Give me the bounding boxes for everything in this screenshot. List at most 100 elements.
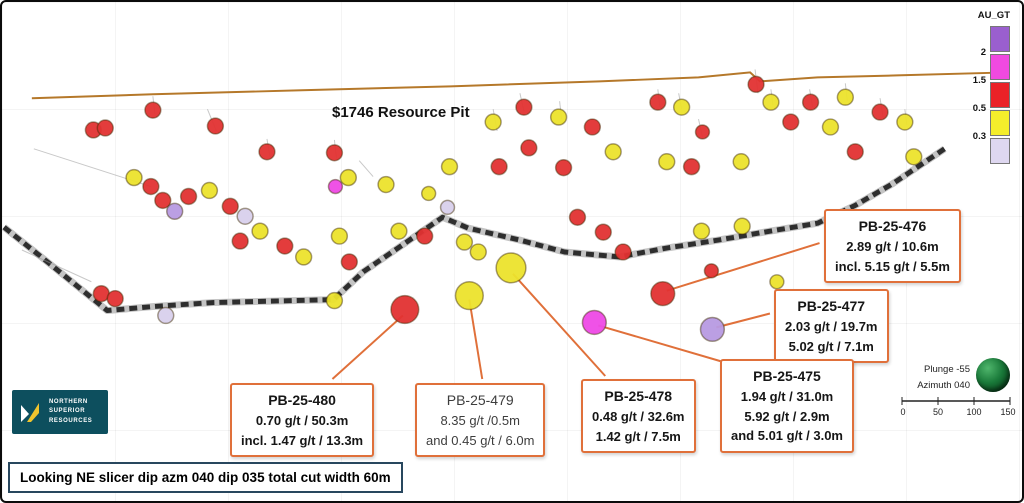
intercept-line: 1.94 g/t / 31.0m — [740, 389, 834, 404]
legend-swatch — [990, 82, 1010, 108]
drill-intercept-dot — [454, 281, 484, 311]
drill-intercept-dot — [179, 187, 198, 206]
drill-intercept-dot — [583, 118, 602, 136]
drill-intercept-dot — [692, 222, 711, 240]
drill-intercept-dot — [682, 157, 701, 176]
drill-intercept-dot — [649, 93, 667, 111]
drill-intercept-dot — [154, 191, 172, 210]
intercept-line: 1.42 g/t / 7.5m — [595, 428, 681, 444]
drillhole-id: PB-25-478 — [604, 388, 673, 404]
drill-intercept-dot — [769, 274, 785, 290]
drill-intercept-dot — [236, 207, 254, 225]
drill-intercept-dot — [327, 178, 344, 195]
drill-intercept-dot — [801, 93, 820, 111]
drill-intercept-dot — [206, 117, 225, 135]
drill-intercept-dot — [258, 143, 276, 161]
drill-intercept-dot — [251, 222, 269, 240]
company-logo: NORTHERN SUPERIOR RESOURCES — [12, 390, 108, 434]
drill-intercept-dot — [330, 227, 349, 245]
logo-line: NORTHERN — [49, 398, 88, 405]
intercept-line: and 5.01 g/t / 3.0m — [731, 428, 843, 443]
callout-PB-25-480: PB-25-480 0.70 g/t / 50.3m incl. 1.47 g/… — [230, 383, 375, 457]
drill-intercept-dot — [276, 237, 294, 255]
drill-intercept-dot — [221, 197, 239, 216]
drill-intercept-dot — [495, 252, 527, 284]
callout-leader-line — [598, 324, 721, 363]
callout-PB-25-477: PB-25-477 2.03 g/t / 19.7m 5.02 g/t / 7.… — [774, 289, 889, 363]
drillhole-id: PB-25-476 — [858, 218, 927, 234]
legend-tick-label: 1.5 — [972, 75, 986, 86]
drill-intercept-dot — [294, 248, 313, 266]
intercept-line: and 0.45 g/t / 6.0m — [426, 432, 535, 448]
logo-line: SUPERIOR — [49, 408, 86, 415]
drill-intercept-dot — [650, 281, 676, 307]
drill-intercept-dot — [142, 177, 160, 196]
logo-line: RESOURCES — [49, 417, 93, 424]
drillhole-id: PB-25-479 — [446, 392, 514, 408]
legend-tick-label: 0.3 — [972, 131, 986, 142]
drill-intercept-dot — [125, 168, 143, 187]
intercept-line: 8.35 g/t /0.5m — [440, 413, 520, 428]
drill-intercept-dot — [782, 113, 800, 131]
drill-intercept-dot — [416, 227, 434, 245]
drill-intercept-dot — [703, 263, 720, 279]
legend-title: AU_GT — [977, 10, 1010, 21]
drill-intercept-dot — [604, 143, 622, 161]
drill-intercept-dot — [200, 181, 219, 200]
drill-intercept-dot — [144, 101, 162, 119]
pit-outline — [2, 146, 946, 314]
drill-intercept-dot — [762, 93, 780, 111]
drill-intercept-dot — [515, 98, 533, 116]
intercept-line: incl. 1.47 g/t / 13.3m — [241, 432, 364, 448]
scale-tick-label: 150 — [1000, 407, 1015, 417]
drill-intercept-dot — [325, 291, 344, 310]
drill-trace-line — [358, 160, 374, 177]
drill-intercept-dot — [694, 124, 711, 140]
topography-line — [31, 71, 1007, 100]
drill-intercept-dot — [325, 144, 344, 162]
drill-intercept-dot — [846, 143, 864, 161]
drill-intercept-dot — [484, 113, 502, 131]
drill-intercept-dot — [905, 148, 923, 166]
legend-swatch — [990, 26, 1010, 52]
drill-intercept-dot — [614, 243, 632, 261]
callout-leader-line — [716, 312, 771, 329]
drill-intercept-dot — [672, 98, 691, 116]
drill-intercept-dot — [549, 108, 568, 126]
intercept-line: 2.03 g/t / 19.7m — [785, 319, 878, 334]
drillhole-id: PB-25-475 — [753, 368, 821, 384]
callout-PB-25-479: PB-25-479 8.35 g/t /0.5m and 0.45 g/t / … — [415, 383, 546, 457]
intercept-line: 5.02 g/t / 7.1m — [788, 338, 874, 354]
legend-swatch — [990, 138, 1010, 164]
resource-pit-label: $1746 Resource Pit — [332, 104, 470, 121]
drill-intercept-dot — [896, 113, 914, 131]
drill-intercept-dot — [658, 153, 676, 171]
scale-tick-label: 50 — [933, 407, 943, 417]
drill-intercept-dot — [157, 306, 175, 325]
nsr-logo-icon — [21, 403, 39, 422]
intercept-line: 2.89 g/t / 10.6m — [846, 239, 939, 254]
legend-tick-label: 2 — [980, 47, 986, 58]
drillhole-id: PB-25-480 — [268, 392, 336, 408]
intercept-line: incl. 5.15 g/t / 5.5m — [835, 258, 950, 274]
scale-tick-label: 0 — [900, 407, 905, 417]
drill-intercept-dot — [339, 168, 357, 187]
legend-swatch — [990, 54, 1010, 80]
callout-PB-25-478: PB-25-478 0.48 g/t / 32.6m 1.42 g/t / 7.… — [581, 379, 696, 453]
drill-intercept-dot — [439, 199, 456, 216]
drill-intercept-dot — [231, 232, 249, 250]
intercept-line: 5.92 g/t / 2.9m — [744, 408, 830, 424]
drillhole-id: PB-25-477 — [797, 298, 866, 314]
drill-intercept-dot — [871, 103, 889, 121]
drill-intercept-dot — [581, 309, 607, 336]
callout-leader-line — [331, 314, 404, 380]
drill-intercept-dot — [440, 157, 459, 176]
drill-intercept-dot — [377, 175, 395, 194]
drill-intercept-dot — [733, 217, 751, 235]
legend-colorbar: 2 1.5 0.5 0.3 — [973, 26, 1010, 164]
plunge-label: Plunge -55 — [924, 364, 970, 375]
logo-text: NORTHERN SUPERIOR RESOURCES — [49, 398, 92, 427]
callout-PB-25-476: PB-25-476 2.89 g/t / 10.6m incl. 5.15 g/… — [824, 209, 961, 283]
